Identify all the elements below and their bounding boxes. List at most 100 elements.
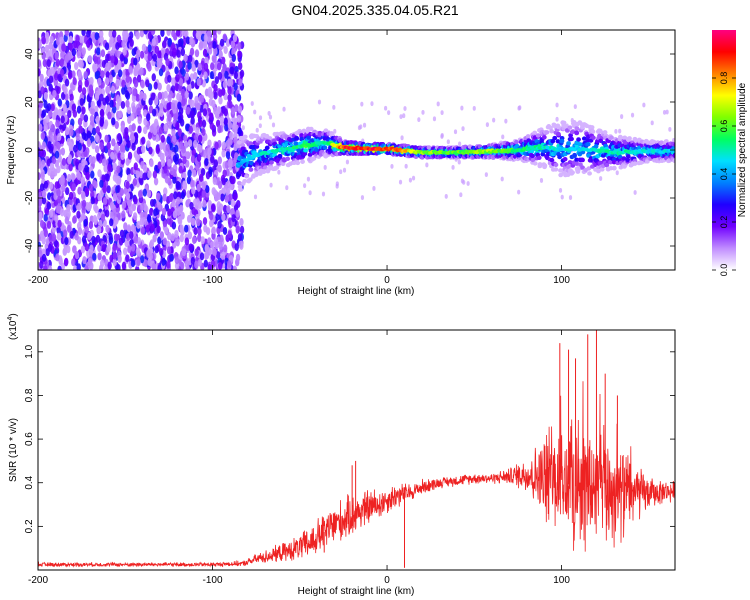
spectrogram-cell [97,252,102,261]
spectrogram-cell [110,85,116,94]
spectrogram-cell [52,89,57,98]
spectrogram-cell [233,71,239,80]
spectrogram-cell [239,225,245,234]
spectrogram-cell [539,178,544,183]
spectrogram-cell [105,53,110,62]
spectrogram-cell [133,162,138,171]
spectrogram-cell [66,245,71,254]
spectrogram-cell [81,106,86,115]
spectrogram-cell [64,54,69,63]
spectrogram-cell [115,42,120,51]
spectrogram-cell [102,197,108,206]
spectrogram-cell [48,181,54,190]
spectrogram-cell [39,260,44,269]
spectrogram-cell [38,68,41,77]
spectrogram-cell [121,261,127,270]
spectrogram-cell [139,217,145,226]
spectrogram-cell [562,156,568,162]
spectrogram-cell [199,104,204,113]
spectrogram-cell [183,53,188,62]
spectrogram-cell [466,181,470,186]
spectrogram-cell [178,165,183,174]
spectrogram-cell [56,133,62,142]
spectrogram-cell [194,248,199,257]
spectrogram-cell [247,177,253,182]
spectrogram-cell [133,235,139,244]
spectrogram-cell [71,183,77,192]
spectrogram-cell [142,92,147,101]
spectrogram-cell [99,179,104,188]
spectrogram-cell [662,109,667,115]
spectrogram-cell [425,162,429,168]
spectrogram-cell [44,31,50,40]
spectrogram-cell [71,258,76,267]
spectrogram-cell [357,125,362,131]
spectrogram-cell [72,109,78,118]
spectrogram-cell [95,126,100,135]
spectrogram-cell [139,30,145,38]
spectrogram-cell [152,53,158,62]
spectrogram-cell [95,115,100,124]
spectrogram-cell [77,70,83,79]
spectrogram-cell [100,259,105,268]
spectrogram-cell [151,73,156,82]
spectrogram-cell [212,248,217,257]
spectrogram-cell [154,245,159,254]
spectrogram-cell [390,163,394,169]
spectrogram-cell [504,118,508,124]
spectrogram-cell [460,105,464,111]
spectrogram-cell [40,159,46,168]
spectrogram-cell [160,30,165,37]
spectrogram-cell [285,156,291,161]
spectrogram-cell [178,77,184,86]
spectrogram-cell [549,157,555,163]
spectrogram-cell [205,227,211,236]
spectrogram-cell [162,40,167,49]
spectrogram-cell [187,61,192,70]
spectrogram-cell [194,49,200,58]
spectrogram-cell [472,105,476,111]
spectrogram-cell [94,71,100,80]
spectrogram-cell [159,231,165,240]
spectrogram-cell [38,107,42,116]
spectrogram-cell [323,165,327,170]
spectrogram-cell [258,115,263,121]
spectrogram-cell [114,216,119,225]
spectrogram-cell [216,192,221,201]
spectrogram-cell [151,108,157,117]
spectrogram-cell [384,105,388,111]
spectrogram-cell [303,183,307,189]
spectrogram-cell [544,130,550,135]
spectrogram-cell [132,177,138,186]
spectrogram-cell [86,203,91,212]
y-tick-label: 1.0 [24,344,35,358]
spectrogram-cell [632,161,638,166]
spectrogram-cell [119,53,125,62]
spectrogram-cell [196,153,202,162]
spectrogram-cell [143,126,148,135]
spectrogram-cell [402,113,406,119]
x-tick-label: 100 [553,575,570,586]
spectrogram-cell [71,103,77,112]
spectrogram-cell [60,49,65,58]
spectrogram-cell [566,141,571,146]
spectrogram-cell [107,261,112,270]
spectrogram-cell [250,101,254,106]
spectrogram-cell [133,79,139,88]
x-tick-label: 0 [384,575,390,586]
spectrogram-cell [164,226,169,235]
spectrogram-cell [55,253,60,262]
spectrogram-cell [404,163,408,169]
spectrogram-cell [126,106,132,115]
spectrogram-cell [38,172,41,181]
spectrogram-cell [74,61,79,70]
spectrogram-cell [345,159,350,165]
spectrogram-cell [66,209,71,218]
spectrogram-cell [213,47,218,56]
spectrogram-cell [137,125,142,134]
spectrogram-cell [184,224,189,233]
x-tick-label: -100 [203,575,223,586]
spectrogram-cell [238,169,243,175]
spectrogram-cell [126,174,132,183]
spectrogram-cell [212,40,217,49]
